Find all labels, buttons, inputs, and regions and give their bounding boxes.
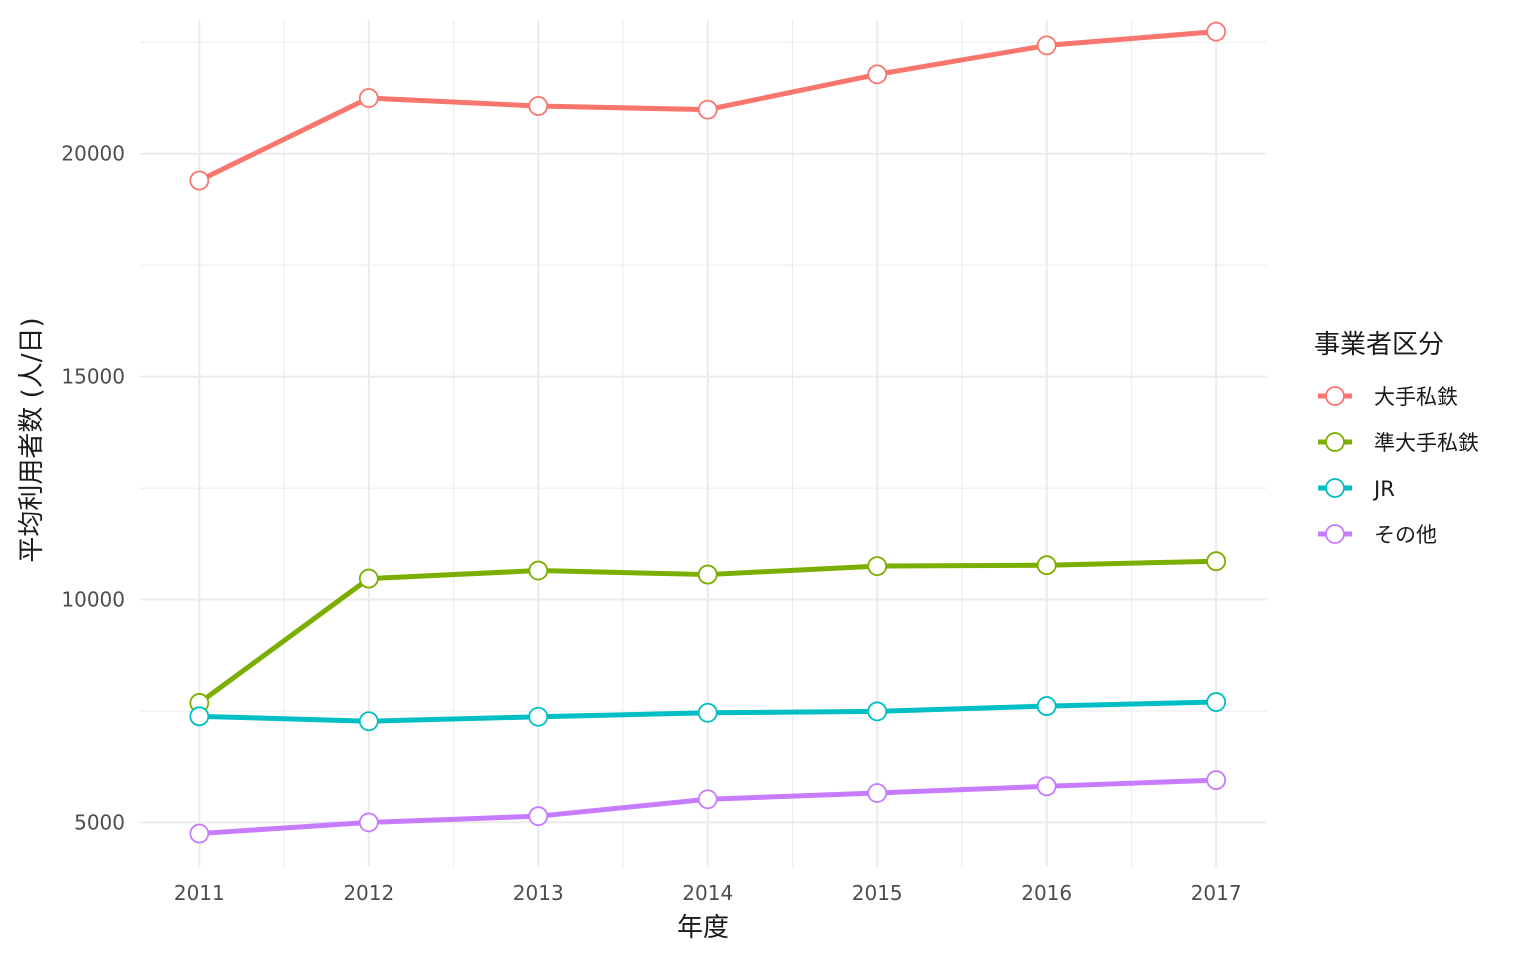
legend-label: 準大手私鉄 bbox=[1374, 431, 1479, 455]
series-layer bbox=[189, 21, 1227, 844]
series-point bbox=[1206, 551, 1227, 572]
series-point bbox=[867, 783, 888, 803]
legend-label: その他 bbox=[1374, 523, 1437, 547]
series-point bbox=[358, 812, 379, 833]
series-point bbox=[1206, 21, 1227, 42]
legend-label: 大手私鉄 bbox=[1374, 385, 1458, 409]
series-point bbox=[1036, 696, 1057, 716]
series-point bbox=[1036, 555, 1057, 576]
series-point bbox=[1206, 770, 1227, 790]
series-point bbox=[528, 96, 549, 116]
legend-item: 大手私鉄 bbox=[1318, 385, 1458, 409]
series-point bbox=[528, 706, 549, 727]
series-point bbox=[189, 706, 210, 727]
series-point bbox=[358, 88, 379, 108]
series-group bbox=[189, 770, 1227, 844]
legend-key-point bbox=[1325, 432, 1345, 452]
series-point bbox=[867, 556, 888, 576]
x-tick-label: 2014 bbox=[682, 881, 733, 905]
legend-label: JR bbox=[1372, 477, 1395, 501]
series-point bbox=[697, 702, 718, 723]
series-point bbox=[189, 823, 210, 844]
legend-item: JR bbox=[1318, 477, 1395, 501]
y-tick-label: 15000 bbox=[61, 365, 125, 389]
y-axis-title: 平均利用者数 (人/日) bbox=[17, 317, 47, 562]
series-point bbox=[528, 806, 549, 827]
x-tick-label: 2013 bbox=[513, 881, 564, 905]
series-point bbox=[697, 99, 718, 120]
series-point bbox=[189, 170, 210, 191]
x-tick-label: 2012 bbox=[343, 881, 394, 905]
legend-item: 準大手私鉄 bbox=[1318, 431, 1479, 455]
y-tick-label: 20000 bbox=[61, 142, 125, 166]
series-point bbox=[697, 789, 718, 810]
y-tick-label: 10000 bbox=[61, 588, 125, 612]
series-point bbox=[1036, 776, 1057, 797]
series-point bbox=[358, 568, 379, 589]
series-point bbox=[867, 64, 888, 85]
series-point bbox=[528, 560, 549, 581]
legend-key-point bbox=[1325, 386, 1345, 406]
legend-key-point bbox=[1325, 478, 1345, 498]
series-group bbox=[189, 692, 1227, 732]
series-point bbox=[1206, 692, 1227, 712]
x-tick-label: 2015 bbox=[852, 881, 903, 905]
legend-item: その他 bbox=[1318, 523, 1437, 547]
series-point bbox=[358, 711, 379, 732]
legend-key-point bbox=[1325, 524, 1345, 544]
x-tick-label: 2017 bbox=[1191, 881, 1242, 905]
x-tick-label: 2016 bbox=[1021, 881, 1072, 905]
legend-title: 事業者区分 bbox=[1314, 330, 1444, 360]
x-axis-title: 年度 bbox=[677, 913, 729, 943]
series-group bbox=[189, 21, 1227, 191]
axis-layer: 年度 平均利用者数 (人/日) 2011 2012 2013 2014 2015 2016… bbox=[17, 142, 1242, 943]
grid-layer bbox=[140, 20, 1267, 867]
x-tick-label: 2011 bbox=[174, 881, 225, 905]
y-tick-label: 5000 bbox=[74, 810, 125, 834]
series-point bbox=[1036, 35, 1057, 56]
series-point bbox=[867, 701, 888, 722]
series-point bbox=[697, 564, 718, 585]
